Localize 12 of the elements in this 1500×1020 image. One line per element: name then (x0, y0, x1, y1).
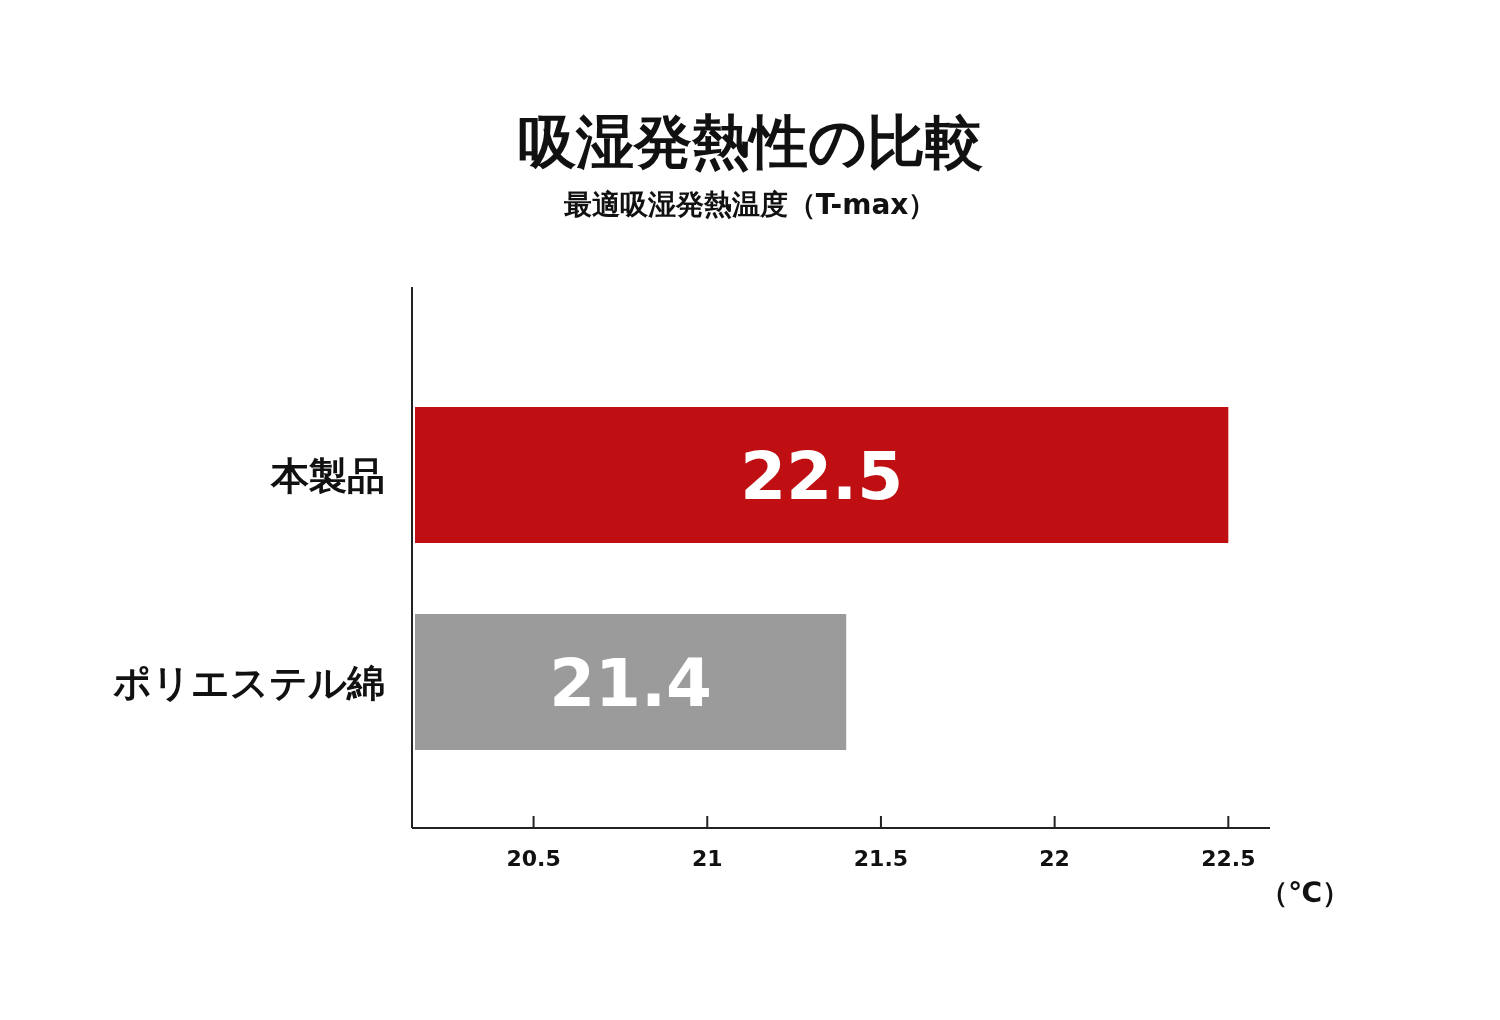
x-tick-label: 20.5 (506, 846, 561, 871)
x-tick-label: 21.5 (853, 846, 909, 871)
y-tick-label: 本製品 (270, 454, 385, 498)
x-tick-label: 22.5 (1201, 846, 1256, 871)
chart-subtitle: 最適吸湿発熱温度（T-max） (562, 188, 937, 221)
x-tick-label: 22 (1039, 846, 1070, 871)
x-axis-title: （℃） (1260, 876, 1350, 909)
data-label: 22.5 (740, 438, 904, 515)
y-tick-label: ポリエステル綿 (113, 661, 385, 705)
chart-title: 吸湿発熱性の比較 (517, 108, 983, 176)
x-tick-label: 21 (691, 846, 723, 871)
data-label: 21.4 (549, 645, 713, 722)
